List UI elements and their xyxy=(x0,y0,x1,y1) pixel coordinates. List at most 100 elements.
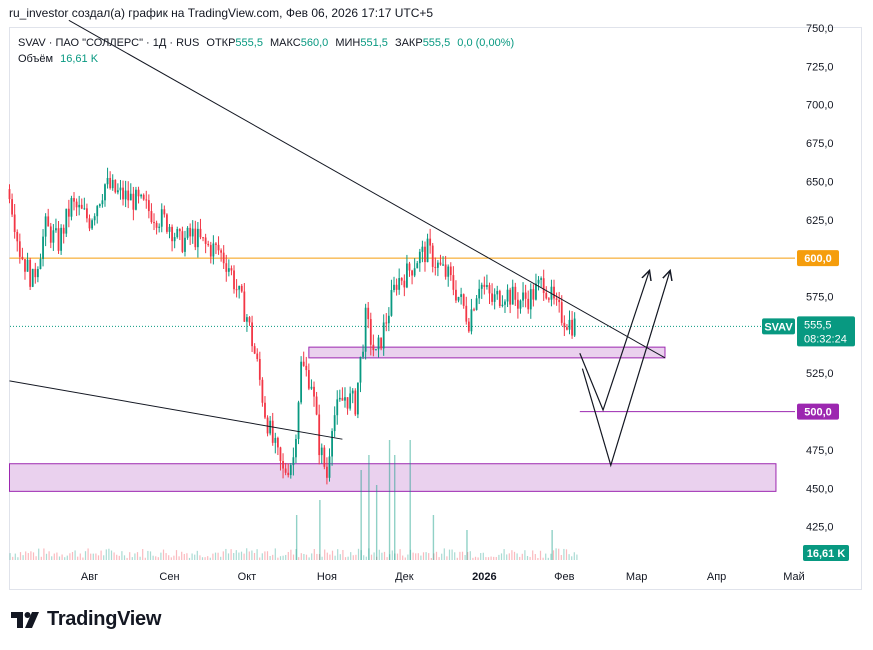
volume-bar xyxy=(571,556,573,560)
volume-bar xyxy=(157,557,159,560)
x-tick-label: Окт xyxy=(238,571,257,583)
volume-bar xyxy=(227,553,230,560)
price-level-badge xyxy=(797,250,839,267)
candle-body xyxy=(253,346,256,354)
candle-body xyxy=(227,268,230,272)
volume-bar xyxy=(201,557,204,560)
volume-bar xyxy=(409,440,411,560)
volume-bar xyxy=(373,552,375,560)
candle-body xyxy=(333,415,336,432)
candle-body xyxy=(132,193,135,210)
candle-body xyxy=(80,204,83,209)
legend-volume-label: Объём xyxy=(18,53,54,65)
volume-bar xyxy=(66,555,68,560)
candle-body xyxy=(560,302,563,323)
volume-bar xyxy=(331,550,334,560)
volume-bar xyxy=(204,557,206,560)
candle-body xyxy=(168,226,171,232)
candle-body xyxy=(235,289,238,291)
volume-bar xyxy=(51,556,53,560)
candle-body xyxy=(251,322,253,347)
volume-bar xyxy=(542,557,544,560)
volume-bar xyxy=(477,557,479,560)
candle-body xyxy=(199,228,202,238)
volume-bar xyxy=(368,548,370,560)
legend-symbol[interactable]: SVAV · ПАО "СОЛЛЕРС" · 1Д · RUS xyxy=(18,37,200,49)
volume-bar xyxy=(368,455,370,560)
legend-volume: 16,61 K xyxy=(60,53,99,65)
volume-bar xyxy=(230,549,232,560)
volume-bar xyxy=(412,552,414,560)
candle-body xyxy=(91,220,93,229)
candle-body xyxy=(60,227,63,251)
trend-line xyxy=(9,380,343,440)
candle-body xyxy=(18,241,21,257)
candle-body xyxy=(238,285,241,290)
volume-bar xyxy=(292,554,295,560)
volume-bar xyxy=(550,553,552,560)
candle-body xyxy=(547,298,550,300)
volume-bar xyxy=(113,552,115,560)
volume-bar xyxy=(142,549,144,560)
candle-body xyxy=(217,244,220,251)
candle-body xyxy=(119,187,122,191)
volume-bar xyxy=(48,551,50,560)
volume-bar xyxy=(277,557,279,560)
volume-bar xyxy=(256,549,258,560)
candle-body xyxy=(186,227,189,238)
last-price-text: 555,5 xyxy=(804,319,832,331)
candle-body xyxy=(573,318,576,336)
candle-body xyxy=(558,299,561,303)
volume-bar xyxy=(430,557,432,560)
candle-body xyxy=(240,285,243,292)
candle-body xyxy=(356,382,359,415)
volume-bar xyxy=(469,551,471,560)
volume-bar xyxy=(432,515,435,560)
candle-body xyxy=(258,358,261,380)
volume-bar xyxy=(79,553,81,560)
candle-body xyxy=(418,251,421,264)
volume-bar xyxy=(428,553,430,560)
volume-bar xyxy=(551,530,553,560)
candle-body xyxy=(276,437,279,448)
candle-body xyxy=(351,390,354,394)
volume-bar xyxy=(508,553,510,560)
volume-bar xyxy=(22,555,24,560)
volume-bar xyxy=(9,553,11,560)
volume-bar xyxy=(375,485,378,560)
volume-bar xyxy=(568,554,570,560)
candle-body xyxy=(527,298,530,310)
volume-bar xyxy=(214,552,217,560)
candle-body xyxy=(147,200,150,212)
volume-bar xyxy=(186,553,188,560)
chart-frame[interactable] xyxy=(9,27,862,590)
candle-body xyxy=(73,198,75,202)
volume-bar xyxy=(560,554,562,560)
tradingview-logo-text: TradingView xyxy=(47,608,162,630)
legend-close: 555,5 xyxy=(422,37,451,49)
volume-bar xyxy=(152,555,154,560)
candle-body xyxy=(372,344,375,351)
legend-open: 555,5 xyxy=(235,37,263,49)
volume-bar xyxy=(342,549,344,560)
price-level-badge-text: 600,0 xyxy=(804,253,832,265)
candle-body xyxy=(109,177,112,189)
volume-bar xyxy=(565,549,568,560)
x-tick-label: Фев xyxy=(554,571,574,583)
candle-body xyxy=(106,177,109,185)
candle-body xyxy=(537,279,540,284)
volume-bar xyxy=(17,557,19,560)
volume-bar xyxy=(519,556,521,560)
volume-bar xyxy=(318,554,321,560)
candle-body xyxy=(529,289,532,310)
legend-low: 551,5 xyxy=(360,37,388,49)
volume-bar xyxy=(84,551,87,560)
volume-bar xyxy=(313,548,315,560)
tradingview-logo[interactable]: TradingView xyxy=(11,608,161,631)
volume-bar xyxy=(233,553,235,560)
candle-body xyxy=(406,263,408,288)
candle-body xyxy=(338,397,341,400)
volume-bar xyxy=(389,554,391,560)
volume-bar xyxy=(274,548,276,560)
